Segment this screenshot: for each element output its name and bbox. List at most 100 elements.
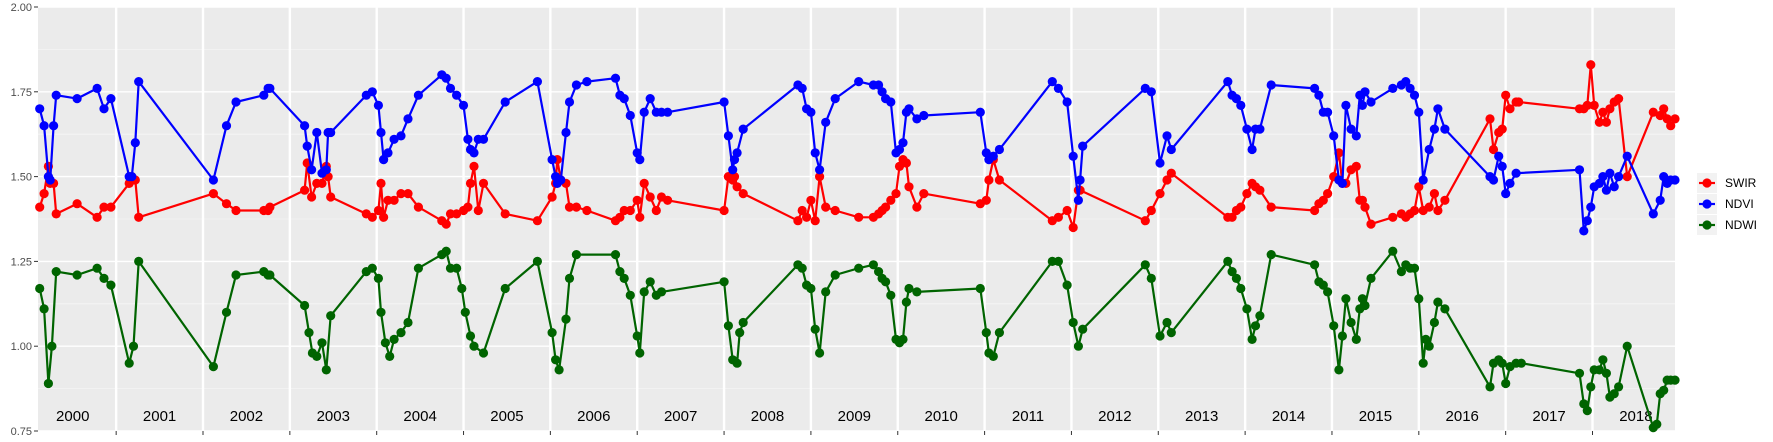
data-point-ndwi [1609, 389, 1619, 399]
data-point-ndvi [1078, 141, 1088, 151]
data-point-swir [1594, 117, 1604, 127]
data-point-swir [1388, 212, 1398, 222]
data-point-swir [92, 212, 102, 222]
data-point-ndvi [912, 114, 922, 124]
data-point-swir [821, 202, 831, 212]
data-point-ndvi [1073, 195, 1083, 205]
data-point-ndvi [810, 148, 820, 158]
data-point-ndvi [1488, 175, 1499, 185]
data-point-swir [1166, 168, 1176, 178]
data-point-ndwi [1162, 317, 1172, 328]
data-point-ndwi [1586, 382, 1596, 392]
data-point-ndwi [1323, 287, 1333, 297]
data-point-ndwi [1594, 365, 1604, 375]
data-point-ndvi [639, 107, 649, 117]
year-label-2014: 2014 [1272, 408, 1305, 425]
data-point-ndwi [564, 273, 575, 283]
data-point-ndvi [1146, 87, 1156, 97]
data-point-ndwi [988, 351, 998, 361]
data-point-ndwi [645, 277, 655, 287]
data-point-ndvi [307, 165, 317, 175]
data-point-ndwi [898, 334, 908, 344]
data-point-swir [1318, 195, 1328, 205]
data-point-ndwi [1155, 331, 1165, 341]
data-point-ndwi [797, 263, 807, 273]
data-point-ndwi [1068, 317, 1078, 328]
data-point-ndvi [1574, 165, 1585, 175]
year-label-2004: 2004 [403, 408, 436, 425]
data-point-ndvi [1494, 151, 1504, 161]
data-point-ndwi [532, 256, 543, 266]
data-point-swir [797, 205, 807, 216]
year-label-2018: 2018 [1619, 408, 1652, 425]
data-point-ndvi [208, 175, 218, 185]
data-point-ndvi [547, 155, 557, 165]
series-swir [35, 60, 1680, 233]
data-point-ndwi [321, 365, 331, 375]
data-point-ndwi [1223, 256, 1233, 266]
data-point-ndwi [39, 304, 49, 314]
data-point-swir [815, 172, 825, 182]
legend-label: SWIR [1725, 176, 1757, 190]
data-point-ndvi [886, 97, 896, 107]
data-point-ndwi [134, 256, 144, 266]
data-point-ndvi [1357, 100, 1367, 110]
data-point-swir [1409, 205, 1420, 216]
data-point-ndvi [1231, 94, 1241, 104]
data-point-ndwi [561, 314, 571, 324]
data-point-ndvi [127, 172, 137, 182]
data-point-swir [1242, 189, 1252, 199]
data-point-ndvi [463, 134, 473, 144]
data-point-ndwi [441, 246, 451, 256]
data-point-ndvi [994, 144, 1005, 155]
data-point-swir [478, 178, 489, 188]
year-labels: 2000 2001 2002 2003 2004 2005 2006 2007 2008 2009… [56, 408, 1653, 425]
data-point-swir [1360, 202, 1370, 212]
data-point-ndvi [904, 104, 914, 114]
data-point-ndvi [625, 110, 635, 121]
data-point-swir [389, 195, 399, 205]
data-point-ndvi [1323, 107, 1333, 117]
data-point-ndwi [806, 283, 816, 294]
data-point-ndvi [1622, 151, 1632, 161]
data-point-ndwi [1440, 304, 1450, 314]
data-point-ndwi [821, 287, 831, 297]
data-point-ndvi [72, 94, 82, 104]
data-point-swir [904, 182, 914, 192]
data-point-swir [208, 189, 218, 199]
data-point-ndwi [389, 334, 399, 344]
data-point-ndvi [1424, 144, 1434, 155]
data-point-ndwi [1146, 273, 1156, 283]
data-point-swir [1497, 124, 1507, 134]
data-point-swir [231, 205, 241, 216]
data-point-ndvi [379, 155, 389, 165]
data-point-ndwi [1310, 260, 1320, 270]
data-point-ndvi [452, 90, 462, 100]
data-point-ndwi [994, 328, 1005, 338]
data-point-ndwi [738, 317, 748, 328]
data-point-ndwi [500, 283, 510, 294]
data-point-swir [1155, 189, 1165, 199]
data-point-ndvi [919, 110, 929, 121]
data-point-ndvi [610, 73, 621, 83]
data-point-ndvi [1255, 124, 1265, 134]
legend-key-point [1702, 178, 1712, 188]
data-point-ndwi [1242, 304, 1252, 314]
data-point-swir [1146, 205, 1156, 216]
data-point-swir [919, 189, 929, 199]
data-point-ndwi [221, 307, 232, 317]
data-point-ndwi [1341, 294, 1351, 304]
data-point-swir [500, 209, 510, 219]
data-point-swir [1236, 202, 1246, 212]
data-point-ndvi [988, 151, 998, 161]
data-point-swir [1162, 175, 1172, 185]
data-point-ndwi [1062, 280, 1072, 290]
data-point-ndvi [1409, 90, 1420, 100]
data-point-ndvi [39, 121, 49, 131]
data-point-ndwi [72, 270, 82, 280]
data-point-ndwi [571, 250, 582, 260]
data-point-ndwi [1247, 334, 1257, 344]
data-point-ndwi [312, 351, 322, 361]
year-label-2017: 2017 [1532, 408, 1565, 425]
data-point-swir [1351, 161, 1361, 171]
